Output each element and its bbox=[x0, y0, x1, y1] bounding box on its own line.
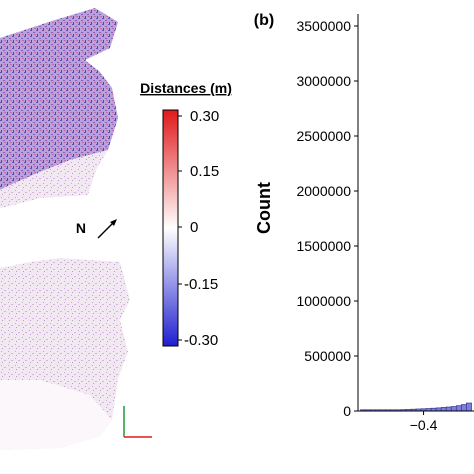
top-map bbox=[0, 8, 118, 208]
histogram-bars bbox=[360, 402, 472, 412]
bottom-map-edge-region bbox=[0, 380, 112, 450]
north-label: N bbox=[76, 220, 86, 236]
y-tick-label: 1500000 bbox=[296, 238, 351, 254]
histogram-bar bbox=[445, 406, 452, 412]
histogram-bar bbox=[455, 405, 462, 412]
colorbar-tick-label: -0.15 bbox=[184, 276, 218, 293]
north-arrow-head bbox=[110, 219, 117, 226]
axes-gizmo bbox=[123, 406, 152, 438]
colorbar-tick-label: -0.30 bbox=[184, 332, 218, 349]
colorbar-title: Distances (m) bbox=[140, 80, 232, 96]
y-axis-label: Count bbox=[254, 182, 274, 234]
north-arrow: N bbox=[76, 219, 117, 239]
colorbar-ticks bbox=[178, 115, 182, 341]
x-tick-label: −0.4 bbox=[410, 417, 438, 433]
bottom-map bbox=[0, 258, 130, 450]
top-map-sparse-region bbox=[0, 150, 108, 208]
histogram-bar bbox=[466, 402, 472, 412]
y-tick-label: 2000000 bbox=[296, 183, 351, 199]
histogram-bar bbox=[460, 404, 467, 412]
colorbar-tick-label: 0.30 bbox=[190, 108, 219, 125]
y-tick-label: 3000000 bbox=[296, 73, 351, 89]
y-tick-label: 1000000 bbox=[296, 293, 351, 309]
histogram-bar bbox=[450, 406, 457, 412]
top-map-dense-region bbox=[0, 8, 118, 190]
y-tick-label: 0 bbox=[343, 403, 351, 419]
colorbar-tick-label: 0.15 bbox=[190, 163, 219, 180]
colorbar-tick-label: 0 bbox=[190, 219, 198, 236]
colorbar-gradient bbox=[162, 109, 179, 347]
colorbar: Distances (m) 0.30 0.15 0 -0.15 -0.30 bbox=[140, 80, 232, 349]
panel-label: (b) bbox=[254, 12, 274, 29]
histogram-panel: (b) Count 3500000 3000000 2500000 2000000 15… bbox=[254, 12, 474, 433]
y-tick-label: 3500000 bbox=[296, 18, 351, 34]
x-ticks: −0.4 bbox=[410, 411, 438, 433]
y-tick-label: 2500000 bbox=[296, 128, 351, 144]
y-ticks: 3500000 3000000 2500000 2000000 1500000 10000… bbox=[296, 18, 358, 419]
histogram-bar bbox=[440, 407, 447, 412]
y-tick-label: 500000 bbox=[304, 348, 351, 364]
